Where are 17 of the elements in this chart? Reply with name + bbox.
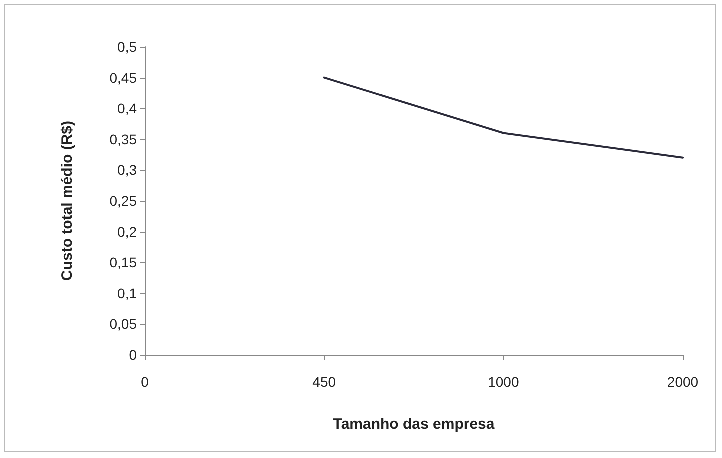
y-tick-label: 0	[129, 347, 138, 363]
y-tick-label: 0,1	[118, 285, 138, 302]
y-axis-title: Custo total médio (R$)	[59, 121, 76, 281]
x-tick-label: 0	[141, 374, 150, 390]
y-tick-label: 0,45	[110, 70, 138, 86]
y-tick-label: 0,15	[110, 254, 138, 271]
y-tick-label: 0,5	[118, 39, 138, 55]
y-tick-label: 0,05	[110, 316, 138, 332]
y-tick-label: 0,25	[110, 193, 138, 209]
y-tick-label: 0,4	[118, 100, 138, 117]
x-tick-label: 2000	[667, 374, 699, 390]
y-tick-label: 0,3	[118, 162, 138, 178]
y-tick-label: 0,2	[118, 224, 138, 240]
x-tick-label: 1000	[488, 374, 520, 390]
y-tick-label: 0,35	[110, 131, 138, 148]
x-tick-label: 450	[312, 374, 336, 390]
x-axis-title: Tamanho das empresa	[333, 416, 496, 433]
